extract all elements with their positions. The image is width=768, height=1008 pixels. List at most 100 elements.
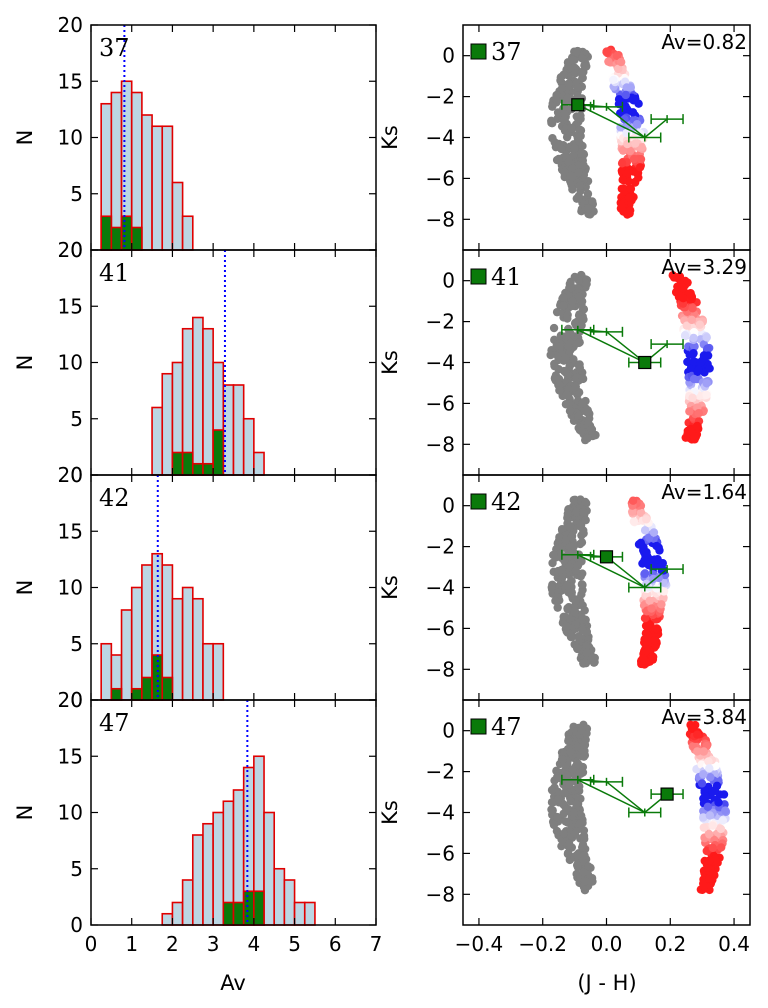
x-tick-label: 0: [85, 932, 98, 956]
grey-point: [577, 580, 587, 589]
x-tick-label: 3: [207, 932, 220, 956]
grey-point: [574, 338, 584, 348]
y-tick-label: 15: [58, 519, 83, 543]
colour-point: [629, 517, 639, 526]
grey-point: [566, 747, 575, 757]
cmd-points: [547, 720, 731, 895]
grey-point: [574, 783, 583, 792]
y-tick-label: −4: [426, 801, 455, 825]
cmd-points: [546, 270, 714, 445]
colour-point: [627, 507, 637, 516]
colour-point: [680, 331, 690, 340]
colour-point: [620, 187, 629, 196]
grey-point: [565, 522, 574, 532]
colour-point: [682, 321, 692, 330]
grey-point: [552, 341, 561, 351]
grey-point: [575, 360, 584, 369]
colour-point: [699, 747, 709, 756]
colour-point: [626, 83, 635, 92]
y-tick-label: 0: [70, 463, 83, 487]
hist-bar: [273, 867, 286, 926]
grey-point: [556, 773, 565, 783]
grey-point: [563, 771, 572, 781]
grey-point: [562, 622, 571, 631]
grey-point: [577, 767, 587, 777]
colour-point: [702, 379, 711, 388]
grey-point: [572, 850, 582, 860]
colour-point: [713, 858, 722, 867]
grey-point: [578, 843, 587, 852]
hist-subset-bar: [171, 451, 184, 476]
x-axis-label-av: Av: [220, 971, 246, 995]
av-value-text: Av=3.84: [661, 705, 747, 729]
colour-point: [624, 193, 634, 202]
grey-point: [554, 154, 563, 164]
colour-point: [643, 558, 653, 567]
best-fit-marker: [571, 98, 585, 112]
grey-point: [562, 581, 572, 590]
colour-point: [683, 357, 692, 367]
y-axis-label-ks: Ks: [378, 125, 402, 150]
hist-bar: [191, 834, 204, 926]
colour-point: [626, 146, 635, 156]
grey-point: [579, 867, 588, 877]
hist-subset-bar: [161, 676, 174, 701]
colour-point: [705, 856, 714, 865]
grey-point: [565, 406, 575, 416]
colour-point: [620, 115, 629, 124]
hist-bar: [202, 822, 214, 926]
colour-point: [622, 104, 632, 114]
colour-point: [705, 764, 714, 773]
grey-point: [576, 521, 585, 531]
colour-point: [718, 816, 728, 825]
grey-point: [561, 354, 570, 363]
grey-point: [579, 149, 588, 159]
hist-bar: [293, 901, 306, 926]
y-tick-label: −2: [426, 760, 455, 784]
grey-point: [564, 736, 573, 746]
legend-marker: [470, 43, 487, 60]
grey-point: [560, 109, 569, 119]
colour-point: [721, 806, 730, 815]
grey-point: [571, 382, 580, 391]
grey-point: [577, 726, 586, 735]
colour-point: [649, 528, 659, 537]
hist-subset-bar: [191, 462, 204, 476]
hist-subset-bar: [100, 215, 113, 251]
grey-point: [572, 112, 581, 121]
y-tick-label: −2: [426, 310, 455, 334]
grey-point: [557, 84, 567, 93]
grey-point: [551, 596, 560, 605]
grey-point: [577, 68, 586, 78]
colour-point: [636, 154, 646, 164]
x-tick-label: 7: [370, 932, 383, 956]
x-tick-label: 5: [288, 932, 301, 956]
colour-point: [694, 365, 703, 375]
colour-point: [623, 139, 632, 149]
colour-point: [604, 57, 613, 66]
y-tick-label: 15: [58, 744, 83, 768]
colour-point: [702, 333, 711, 342]
colour-point: [690, 432, 699, 441]
cmd-points: [547, 495, 684, 669]
x-tick-label: 0.0: [591, 932, 623, 956]
grey-point: [564, 839, 574, 848]
track-line: [577, 554, 646, 589]
hist-bar: [171, 597, 184, 701]
grey-point: [552, 90, 561, 100]
hist-bar: [212, 811, 225, 926]
y-tick-label: 0: [70, 913, 83, 937]
grey-point: [558, 755, 567, 764]
hist-bar: [253, 451, 265, 476]
hist-bar: [181, 215, 194, 251]
grey-point: [569, 808, 579, 818]
grey-point: [578, 625, 587, 635]
grey-point: [580, 851, 589, 860]
grey-point: [575, 181, 585, 190]
grey-point: [559, 809, 568, 818]
colour-point: [636, 538, 646, 548]
y-tick-label: 0: [70, 688, 83, 712]
track-line: [577, 779, 668, 814]
grey-point: [577, 557, 586, 566]
grey-point: [578, 373, 587, 383]
